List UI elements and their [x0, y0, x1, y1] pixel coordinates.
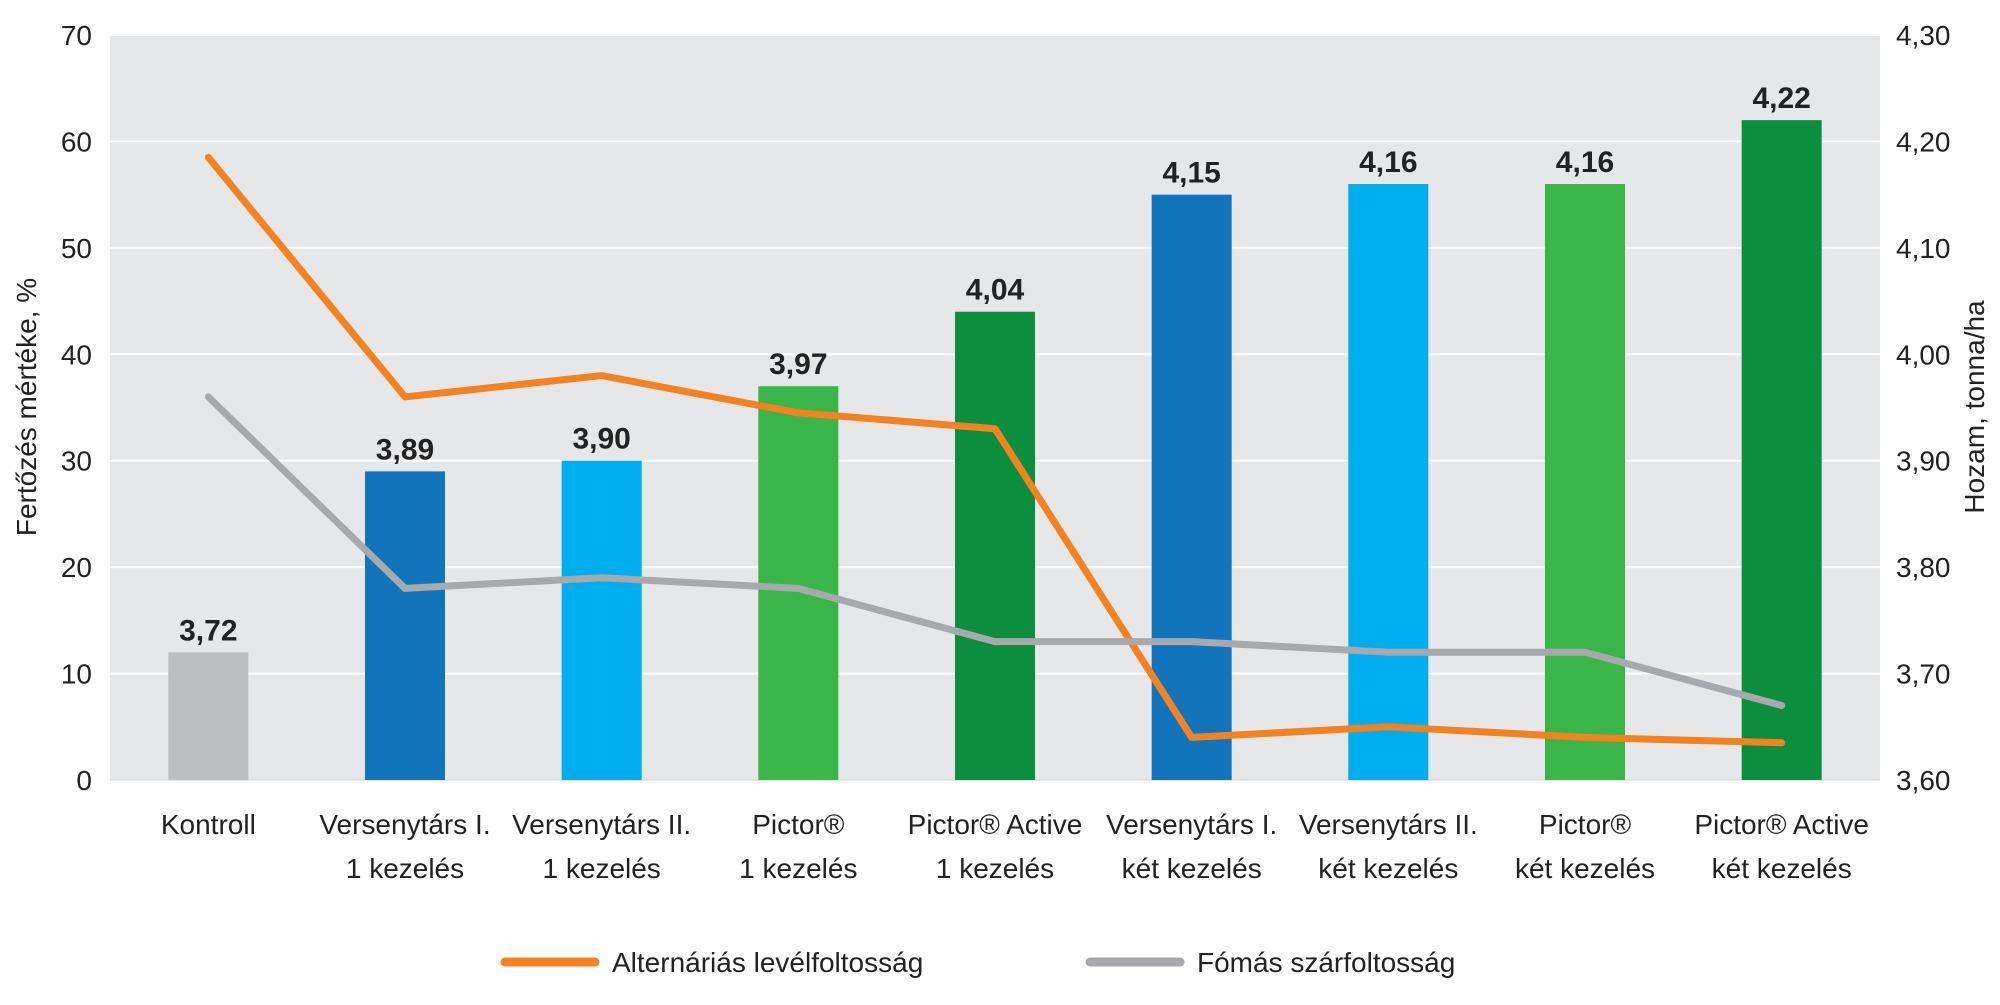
right-tick-label: 3,60	[1896, 765, 1951, 796]
left-tick-label: 40	[61, 339, 92, 370]
series-line	[204, 393, 1786, 709]
category-label: Pictor® Active 1 kezelés	[908, 809, 1083, 884]
category-label: Versenytárs I. két kezelés	[1106, 809, 1277, 884]
bar-value-label: 3,89	[376, 433, 434, 466]
bar-value-label: 4,04	[966, 274, 1025, 307]
left-axis-ticks: 0 10 20 30 40 50 60 70	[61, 20, 92, 796]
bar-value-labels: 3,72 3,89 3,90 3,97 4,04 4,15 4,16 4,16 4,22	[179, 82, 1811, 647]
bar	[955, 311, 1035, 780]
category-label: Versenytárs II. 1 kezelés	[512, 809, 691, 884]
bar	[1741, 120, 1822, 780]
left-tick-label: 0	[76, 765, 92, 796]
left-tick-label: 70	[61, 20, 92, 51]
bar-value-label: 4,15	[1162, 157, 1220, 190]
bar	[758, 386, 839, 780]
bar-value-label: 4,22	[1752, 82, 1810, 115]
category-labels: Kontroll Versenytárs I. 1 kezelés Versenytá…	[161, 809, 1869, 884]
left-tick-label: 20	[61, 552, 92, 583]
left-tick-label: 50	[61, 233, 92, 264]
right-axis-ticks: 3,60 3,70 3,80 3,90 4,00 4,10 4,20 4,30	[1896, 20, 1951, 796]
bar	[365, 471, 445, 780]
left-tick-label: 10	[61, 659, 92, 690]
category-label: Pictor® két kezelés	[1515, 809, 1655, 884]
bar-value-label: 3,72	[179, 614, 237, 647]
right-tick-label: 4,10	[1896, 233, 1951, 264]
right-tick-label: 3,80	[1896, 552, 1951, 583]
right-tick-label: 4,00	[1896, 339, 1951, 370]
bar-value-label: 4,16	[1556, 146, 1614, 179]
category-label: Kontroll	[161, 809, 256, 840]
bar-value-label: 3,97	[769, 348, 827, 381]
bar	[1545, 184, 1625, 780]
right-axis-title: Hozam, tonna/ha	[1959, 300, 1990, 514]
legend-label-fomas: Fómás szárfoltosság	[1197, 947, 1455, 978]
lines	[204, 153, 1786, 747]
series-line	[204, 153, 1786, 747]
legend-label-alternaria: Alternáriás levélfoltosság	[612, 947, 923, 978]
legend: Alternáriás levélfoltosság Fómás szárfol…	[500, 947, 1455, 978]
bar	[561, 460, 642, 780]
bars	[168, 120, 1822, 781]
bar	[168, 652, 249, 780]
left-tick-label: 30	[61, 446, 92, 477]
right-tick-label: 3,90	[1896, 446, 1951, 477]
category-label: Pictor® 1 kezelés	[739, 809, 857, 884]
category-label: Pictor® Active két kezelés	[1694, 809, 1869, 884]
left-tick-label: 60	[61, 126, 92, 157]
category-label: Versenytárs II. két kezelés	[1299, 809, 1478, 884]
right-tick-label: 4,20	[1896, 126, 1951, 157]
bar	[1151, 194, 1232, 781]
category-label: Versenytárs I. 1 kezelés	[319, 809, 490, 884]
bar	[1348, 184, 1429, 780]
right-tick-label: 3,70	[1896, 659, 1951, 690]
bar-value-label: 3,90	[572, 423, 630, 456]
right-tick-label: 4,30	[1896, 20, 1951, 51]
bar-value-label: 4,16	[1359, 146, 1417, 179]
left-axis-title: Fertőzés mértéke, %	[11, 278, 42, 536]
